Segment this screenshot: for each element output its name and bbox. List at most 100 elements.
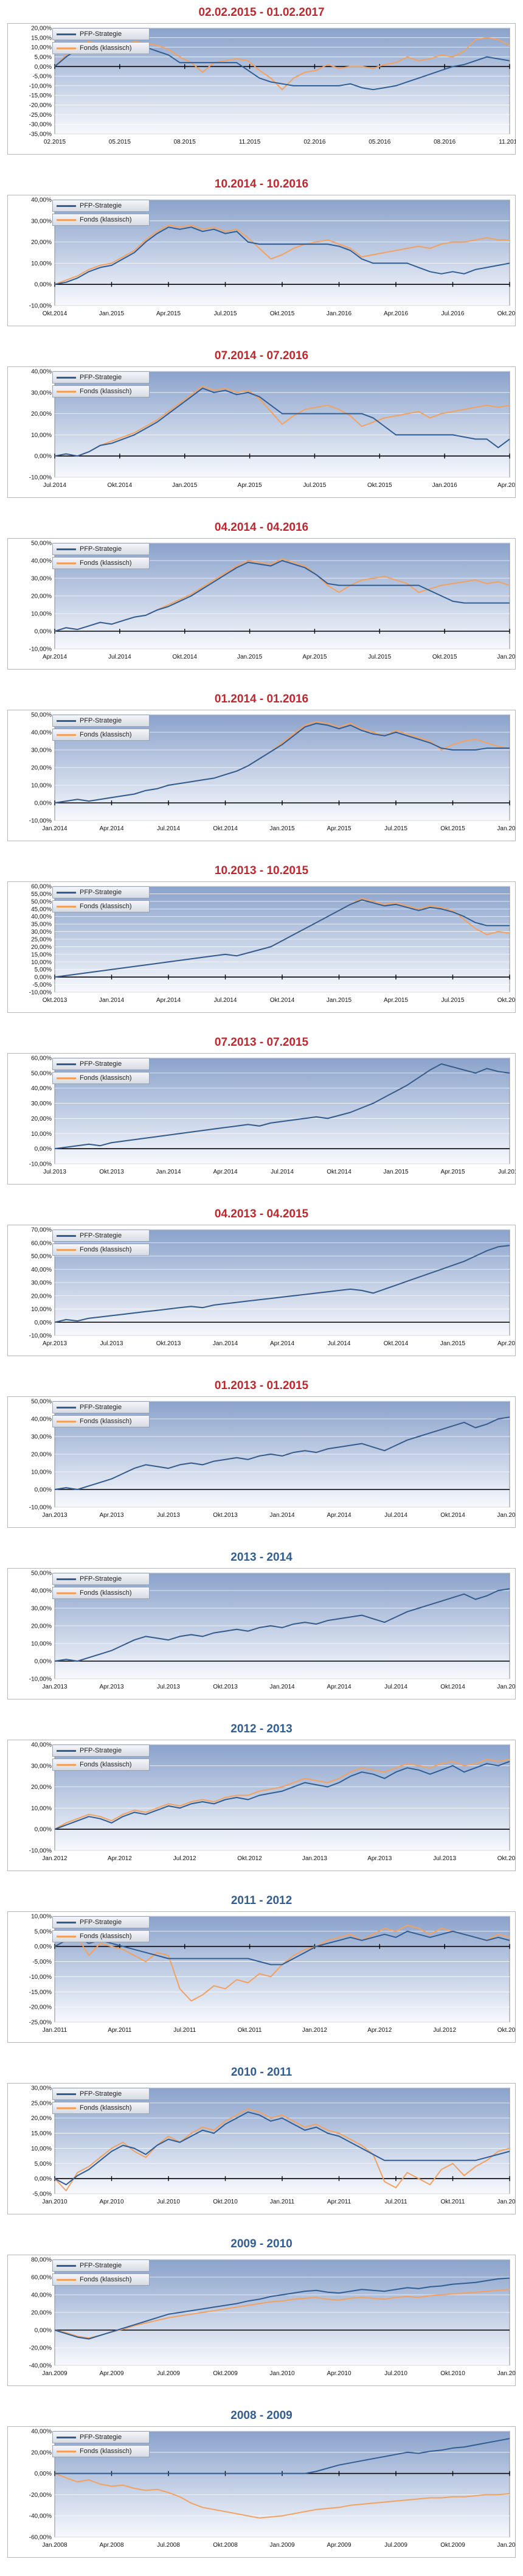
series-line-pfp-strategie <box>54 1063 510 1150</box>
x-tick-label: Apr.2015 <box>327 825 351 832</box>
y-tick-label: 0,00% <box>35 2176 52 2183</box>
x-tick-label: Okt.2008 <box>213 2542 238 2549</box>
legend-entry: PFP-Strategie <box>52 715 150 727</box>
legend-swatch <box>57 391 76 393</box>
y-tick-label: -25,00% <box>29 2020 52 2026</box>
series-line-pfp-strategie <box>54 560 510 632</box>
x-tick-label: Okt.2014 <box>327 1169 352 1175</box>
x-tick-label: Jan.2012 <box>42 1855 68 1862</box>
y-tick-label: 40,00% <box>31 1416 52 1423</box>
x-tick-label: Jan.2016 <box>497 825 516 832</box>
x-tick-label: Okt.2009 <box>440 2542 465 2549</box>
y-tick-label: 30,00% <box>31 218 52 225</box>
chart-title: 04.2014 - 04.2016 <box>214 521 309 534</box>
x-tick-label: Okt.2013 <box>99 1169 124 1175</box>
x-tick-label: Jan.2015 <box>327 997 352 1004</box>
y-tick-label: -20,00% <box>29 2345 52 2352</box>
legend-swatch <box>57 562 76 564</box>
x-tick-label: Jul.2014 <box>384 1512 407 1519</box>
y-tick-label: 30,00% <box>31 929 52 936</box>
x-tick-label: 08.2015 <box>174 139 196 145</box>
x-tick-label: Jan.2010 <box>42 2199 68 2205</box>
x-tick-label: Jan.2013 <box>42 1512 68 1519</box>
legend-label: Fonds (klassisch) <box>80 216 132 223</box>
legend-entry: PFP-Strategie <box>52 2088 150 2100</box>
x-tick-label: Jul.2010 <box>157 2199 180 2205</box>
x-tick-label: Apr.2015 <box>440 1169 465 1175</box>
x-tick-label: Apr.2009 <box>99 2370 123 2377</box>
y-tick-label: -40,00% <box>29 2513 52 2520</box>
x-tick-label: Okt.2015 <box>432 654 457 660</box>
x-tick-label: Jul.2014 <box>214 997 237 1004</box>
y-tick-label: 10,00% <box>31 2146 52 2152</box>
legend-entry: Fonds (klassisch) <box>52 2273 150 2286</box>
x-tick-label: Jul.2009 <box>384 2542 407 2549</box>
y-tick-label: 40,00% <box>31 1742 52 1749</box>
y-tick-label: 0,00% <box>35 1487 52 1494</box>
x-tick-label: Apr.2016 <box>497 482 516 489</box>
y-tick-label: 40,00% <box>31 1267 52 1273</box>
legend-swatch <box>57 1063 76 1065</box>
y-tick-label: 20,00% <box>31 1452 52 1458</box>
legend-swatch <box>57 47 76 49</box>
legend-label: PFP-Strategie <box>80 889 122 896</box>
legend-swatch <box>57 377 76 379</box>
x-tick-label: Apr.2014 <box>99 825 123 832</box>
y-tick-label: 40,00% <box>31 197 52 204</box>
chart-svg: -10,00% 0,00% 10,00% 20,00% 30,00% 40,00% 50,0… <box>29 1227 516 1348</box>
legend-swatch <box>57 219 76 221</box>
chart-legend: PFP-Strategie Fonds (klassisch) <box>52 2259 150 2287</box>
x-tick-label: Okt.2013 <box>213 1512 238 1519</box>
x-tick-label: Apr.2015 <box>302 654 327 660</box>
x-tick-label: Okt.2014 <box>108 482 133 489</box>
y-tick-label: 5,00% <box>35 2161 52 2168</box>
chart-legend: PFP-Strategie Fonds (klassisch) <box>52 543 150 571</box>
x-tick-label: Apr.2015 <box>238 482 262 489</box>
series-line-pfp-strategie <box>54 899 510 978</box>
y-tick-label: 10,00% <box>31 959 52 966</box>
legend-label: Fonds (klassisch) <box>80 903 132 910</box>
y-tick-label: -10,00% <box>29 1974 52 1981</box>
x-tick-label: Okt.2014 <box>384 1340 409 1347</box>
y-tick-label: -5,00% <box>32 2191 52 2198</box>
y-tick-label: -10,00% <box>29 990 52 996</box>
x-tick-label: Jul.2011 <box>173 2027 196 2034</box>
y-tick-label: 50,00% <box>31 1253 52 1260</box>
x-tick-label: Jan.2011 <box>43 2027 68 2034</box>
chart-title: 2009 - 2010 <box>230 2238 293 2250</box>
chart-legend: PFP-Strategie Fonds (klassisch) <box>52 715 150 743</box>
x-tick-label: Okt.2009 <box>213 2370 238 2377</box>
x-tick-label: Jan.2009 <box>269 2542 295 2549</box>
legend-label: PFP-Strategie <box>80 30 122 38</box>
x-tick-label: Apr.2015 <box>156 310 181 317</box>
legend-label: PFP-Strategie <box>80 1232 122 1239</box>
x-tick-label: Jan.2015 <box>497 1512 516 1519</box>
chart-panel: 2008 - 2009 -60,00% -40,00% -20,00% 0,00% 20,… <box>2 2406 521 2563</box>
y-tick-label: -5,00% <box>32 982 52 989</box>
legend-swatch <box>57 2093 76 2095</box>
y-tick-label: 10,00% <box>31 1306 52 1313</box>
y-tick-label: 0,00% <box>35 629 52 635</box>
legend-label: Fonds (klassisch) <box>80 1933 132 1940</box>
y-tick-label: 5,00% <box>35 967 52 973</box>
legend-entry: Fonds (klassisch) <box>52 1759 150 1771</box>
legend-label: PFP-Strategie <box>80 1404 122 1411</box>
legend-entry: Fonds (klassisch) <box>52 42 150 54</box>
legend-label: PFP-Strategie <box>80 202 122 209</box>
y-tick-label: 35,00% <box>31 922 52 928</box>
y-tick-label: 60,00% <box>31 884 52 891</box>
y-tick-label: 20,00% <box>31 1784 52 1791</box>
x-tick-label: Jul.2016 <box>442 310 465 317</box>
series-line-pfp-strategie <box>54 1416 510 1490</box>
y-tick-label: 20,00% <box>31 593 52 600</box>
x-tick-label: Apr.2015 <box>384 997 408 1004</box>
y-tick-label: 20,00% <box>31 239 52 246</box>
y-tick-label: 10,00% <box>31 783 52 789</box>
legend-entry: PFP-Strategie <box>52 1573 150 1585</box>
legend-label: Fonds (klassisch) <box>80 1589 132 1597</box>
y-tick-label: 20,00% <box>31 1623 52 1630</box>
x-tick-label: Jan.2014 <box>99 997 125 1004</box>
y-tick-label: -10,00% <box>29 646 52 653</box>
series-line-pfp-strategie <box>54 1930 510 1965</box>
y-tick-label: 25,00% <box>31 2100 52 2107</box>
